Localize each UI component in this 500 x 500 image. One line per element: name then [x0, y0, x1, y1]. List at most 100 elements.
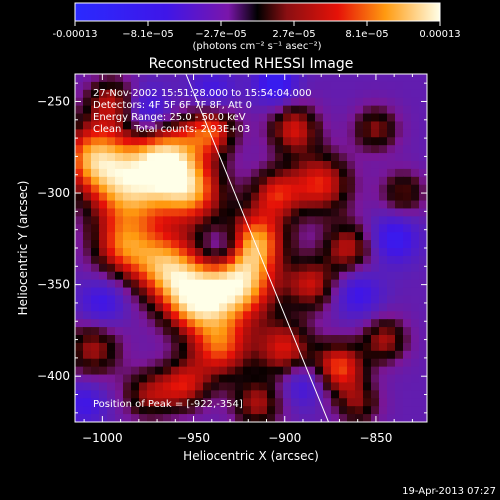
heatmap-area	[75, 74, 427, 422]
heatmap-cell	[371, 137, 380, 146]
heatmap-cell	[243, 200, 252, 210]
heatmap-cell	[379, 271, 388, 281]
heatmap-cell	[235, 303, 244, 312]
heatmap-cell	[171, 303, 180, 312]
heatmap-cell	[387, 319, 396, 328]
heatmap-cell	[323, 279, 332, 289]
heatmap-cell	[147, 184, 156, 194]
heatmap-cell	[123, 303, 132, 312]
heatmap-cell	[195, 216, 204, 225]
heatmap-cell	[195, 208, 204, 217]
heatmap-cell	[355, 255, 364, 265]
heatmap-cell	[91, 224, 100, 233]
heatmap-cell	[395, 208, 404, 217]
heatmap-cell	[387, 161, 396, 170]
heatmap-cell	[75, 382, 84, 391]
heatmap-cell	[299, 240, 308, 249]
heatmap-cell	[363, 303, 372, 312]
heatmap-cell	[371, 279, 380, 289]
heatmap-cell	[219, 295, 228, 304]
heatmap-cell	[275, 240, 284, 249]
heatmap-cell	[251, 137, 260, 146]
heatmap-cell	[139, 232, 148, 241]
heatmap-cell	[155, 192, 164, 202]
heatmap-cell	[179, 271, 188, 281]
heatmap-cell	[99, 366, 108, 376]
heatmap-cell	[307, 105, 316, 115]
heatmap-cell	[363, 161, 372, 170]
heatmap-cell	[339, 129, 348, 138]
heatmap-cell	[243, 89, 252, 99]
heatmap-cell	[219, 390, 228, 399]
heatmap-cell	[203, 113, 212, 123]
heatmap-cell	[403, 390, 412, 399]
heatmap-cell	[211, 335, 220, 344]
heatmap-cell	[267, 303, 276, 312]
heatmap-cell	[179, 382, 188, 391]
heatmap-cell	[291, 145, 300, 154]
heatmap-cell	[395, 263, 404, 273]
heatmap-cell	[91, 208, 100, 217]
heatmap-cell	[379, 374, 388, 384]
heatmap-cell	[307, 97, 316, 107]
heatmap-cell	[99, 200, 108, 210]
heatmap-cell	[387, 232, 396, 241]
heatmap-cell	[203, 224, 212, 233]
heatmap-cell	[171, 342, 180, 352]
heatmap-cell	[411, 81, 420, 91]
heatmap-cell	[363, 145, 372, 154]
heatmap-cell	[179, 279, 188, 289]
heatmap-cell	[203, 216, 212, 225]
heatmap-cell	[387, 303, 396, 312]
heatmap-cell	[243, 358, 252, 368]
heatmap-cell	[331, 295, 340, 304]
heatmap-cell	[419, 279, 427, 289]
heatmap-cell	[259, 390, 268, 399]
heatmap-cell	[299, 145, 308, 154]
heatmap-cell	[107, 137, 116, 146]
heatmap-cell	[227, 129, 236, 138]
heatmap-cell	[307, 263, 316, 273]
heatmap-cell	[195, 414, 204, 422]
heatmap-cell	[91, 406, 100, 415]
heatmap-cell	[315, 248, 324, 257]
heatmap-cell	[91, 248, 100, 257]
heatmap-cell	[91, 303, 100, 312]
heatmap-cell	[91, 342, 100, 352]
heatmap-cell	[211, 153, 220, 162]
heatmap-cell	[355, 398, 364, 407]
heatmap-cell	[347, 390, 356, 399]
heatmap-cell	[299, 287, 308, 297]
heatmap-cell	[363, 192, 372, 202]
heatmap-cell	[331, 255, 340, 265]
heatmap-cell	[107, 414, 116, 422]
heatmap-cell	[387, 113, 396, 123]
heatmap-cell	[275, 406, 284, 415]
heatmap-cell	[147, 271, 156, 281]
heatmap-cell	[115, 81, 124, 91]
heatmap-cell	[267, 366, 276, 376]
heatmap-cell	[379, 208, 388, 217]
heatmap-cell	[179, 287, 188, 297]
heatmap-cell	[75, 105, 84, 115]
heatmap-cell	[355, 105, 364, 115]
heatmap-cell	[147, 81, 156, 91]
heatmap-cell	[131, 366, 140, 376]
heatmap-cell	[211, 81, 220, 91]
heatmap-cell	[219, 121, 228, 130]
heatmap-cell	[91, 145, 100, 154]
heatmap-cell	[395, 105, 404, 115]
heatmap-cell	[283, 121, 292, 130]
heatmap-cell	[187, 153, 196, 162]
heatmap-cell	[187, 382, 196, 391]
heatmap-cell	[131, 327, 140, 336]
heatmap-cell	[283, 295, 292, 304]
heatmap-cell	[387, 208, 396, 217]
heatmap-cell	[411, 232, 420, 241]
heatmap-cell	[131, 240, 140, 249]
heatmap-cell	[203, 200, 212, 210]
heatmap-cell	[395, 414, 404, 422]
heatmap-cell	[179, 390, 188, 399]
heatmap-cell	[395, 295, 404, 304]
heatmap-cell	[315, 311, 324, 320]
